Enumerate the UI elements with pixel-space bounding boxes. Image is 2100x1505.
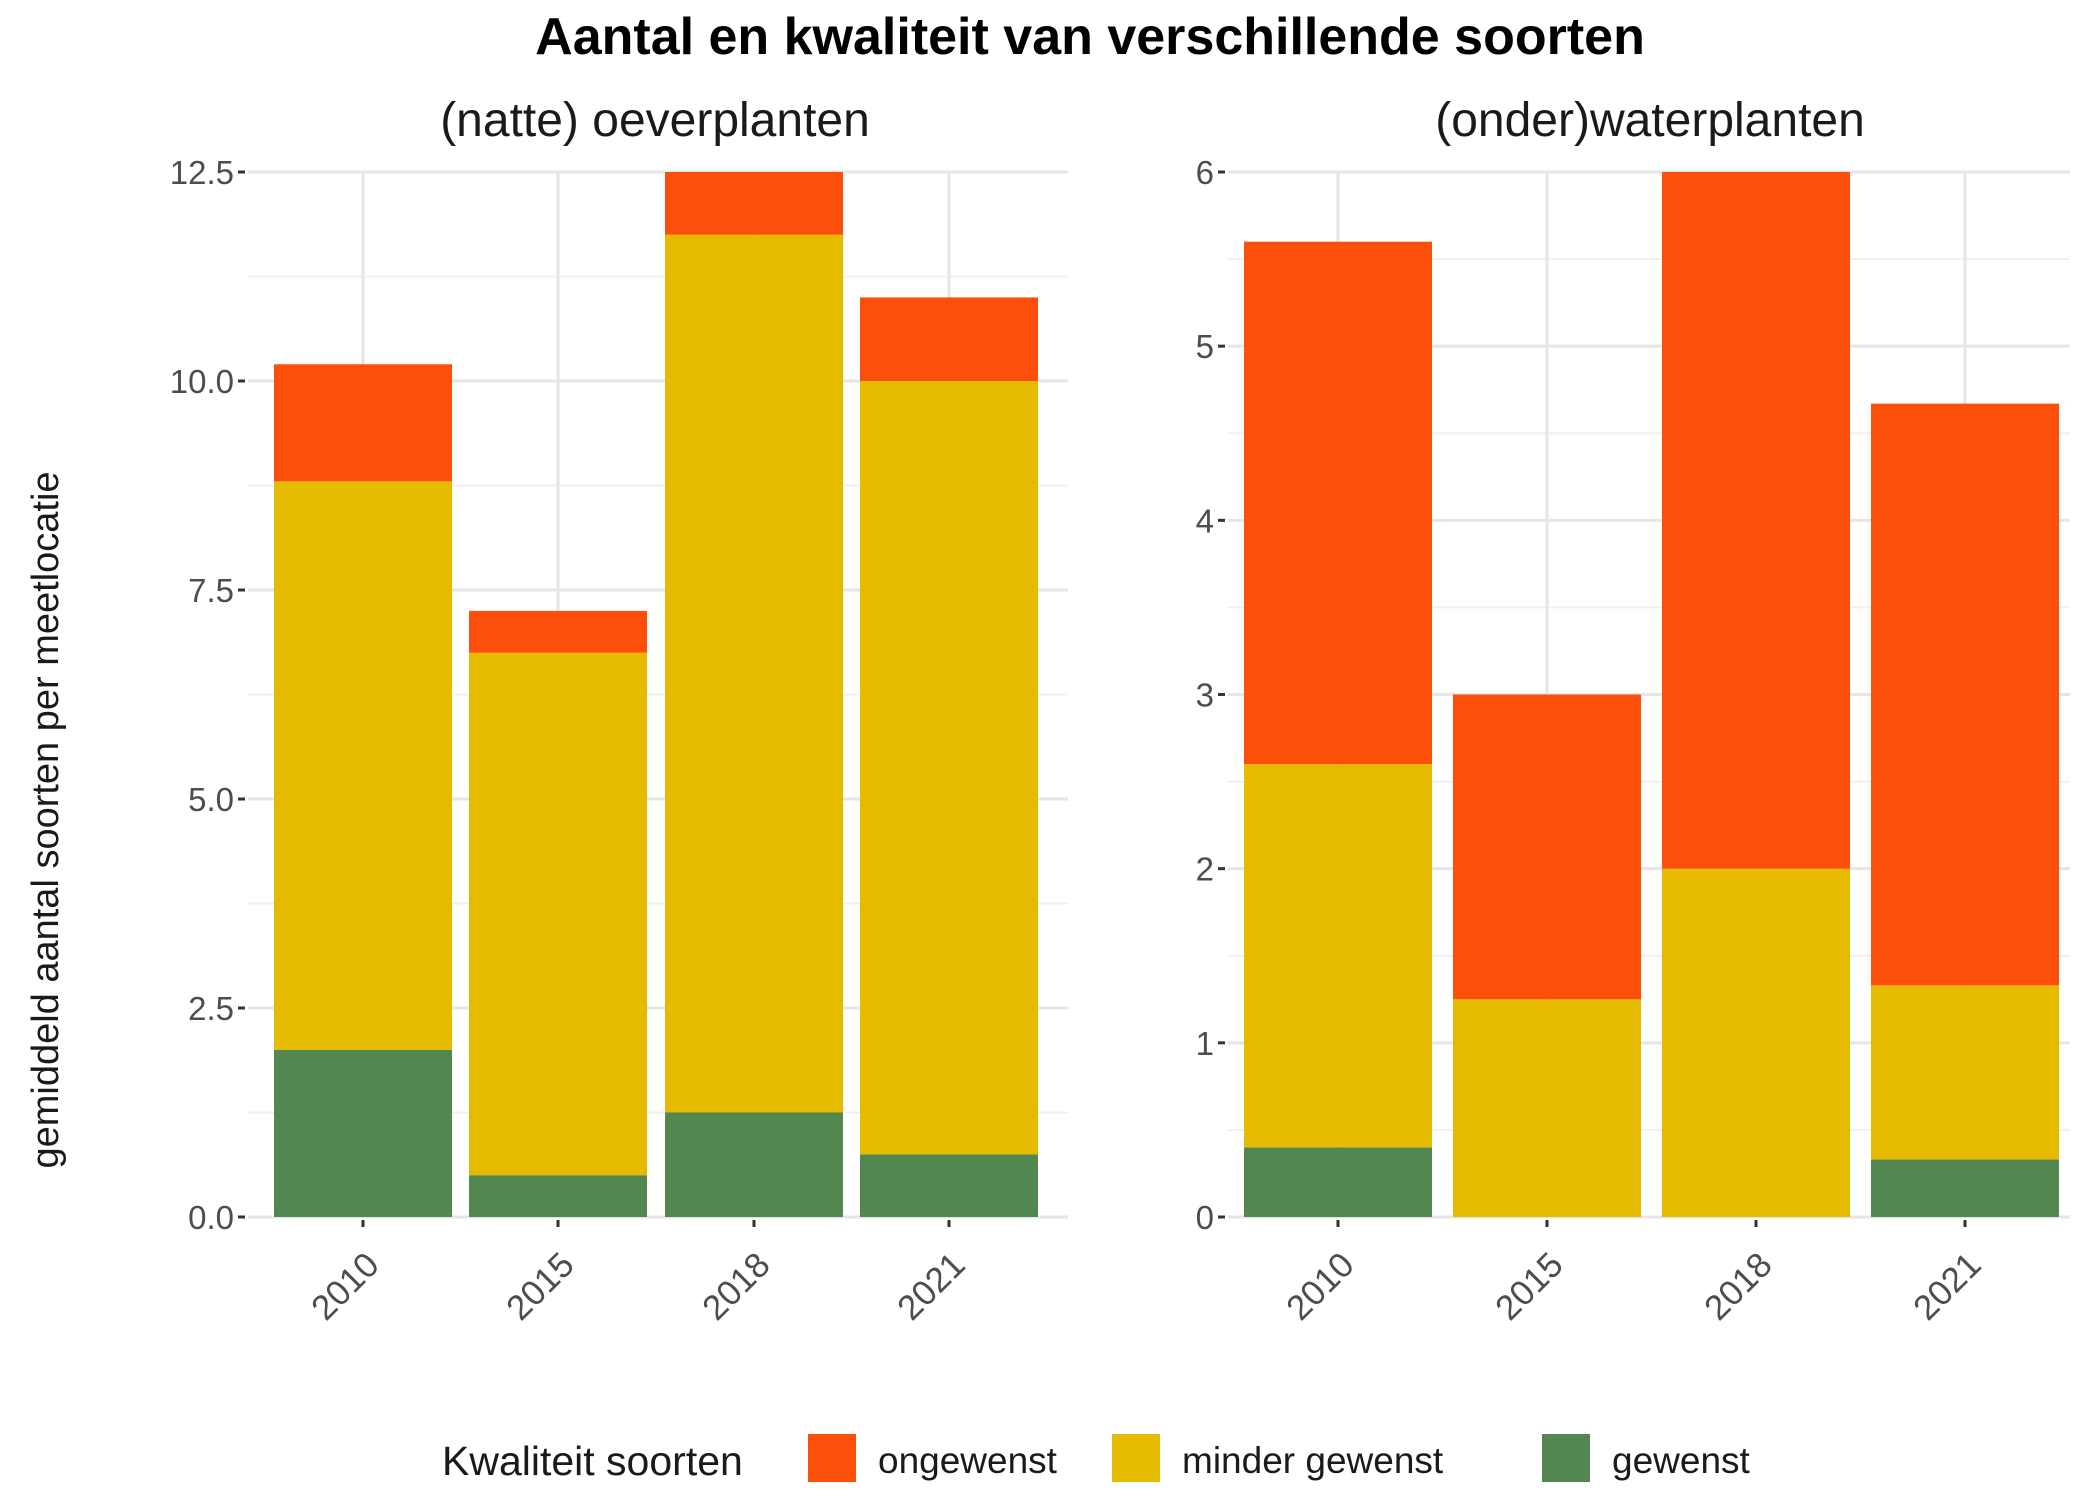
y-tick-label: 2 xyxy=(1196,851,1214,888)
bar-minder-gewenst-2021 xyxy=(1871,985,2059,1160)
bar-minder-gewenst-2018 xyxy=(1662,868,1850,1217)
x-tick-label: 2018 xyxy=(1697,1245,1780,1328)
y-tick-label: 7.5 xyxy=(188,572,234,609)
y-tick-label: 3 xyxy=(1196,677,1214,714)
x-tick-label: 2021 xyxy=(890,1245,973,1328)
bar-gewenst-2015 xyxy=(469,1175,647,1217)
legend-label: minder gewenst xyxy=(1182,1440,1444,1481)
x-tick-label: 2010 xyxy=(304,1245,387,1328)
chart-title: Aantal en kwaliteit van verschillende so… xyxy=(535,8,1645,66)
x-tick-label: 2015 xyxy=(499,1245,582,1328)
y-tick-label: 1 xyxy=(1196,1025,1214,1062)
legend-key-minder-gewenst xyxy=(1112,1434,1160,1482)
panel-title: (onder)waterplanten xyxy=(1435,94,1865,147)
bar-ongewenst-2015 xyxy=(469,610,647,653)
bar-minder-gewenst-2021 xyxy=(860,381,1038,1155)
y-tick-label: 5 xyxy=(1196,328,1214,365)
y-tick-label: 2.5 xyxy=(188,990,234,1027)
x-tick-label: 2015 xyxy=(1488,1245,1571,1328)
y-tick-label: 10.0 xyxy=(170,363,234,400)
bar-ongewenst-2010 xyxy=(1244,241,1432,765)
legend-key-ongewenst xyxy=(808,1434,856,1482)
legend: Kwaliteit soorten ongewenst minder gewens… xyxy=(442,1434,1751,1484)
bar-ongewenst-2021 xyxy=(860,297,1038,381)
y-tick-label: 5.0 xyxy=(188,781,234,818)
y-tick-label: 0.0 xyxy=(188,1199,234,1236)
panel-1: (natte) oeverplanten 0.0 2.5 5.0 7.5 10.0 12.5… xyxy=(170,94,1068,1328)
bar-ongewenst-2015 xyxy=(1453,694,1641,1000)
legend-key-gewenst xyxy=(1542,1434,1590,1482)
y-axis-label: gemiddeld aantal soorten per meetlocatie xyxy=(25,471,67,1168)
bar-minder-gewenst-2010 xyxy=(274,481,452,1050)
legend-label: gewenst xyxy=(1612,1440,1751,1481)
panels: (natte) oeverplanten 0.0 2.5 5.0 7.5 10.0 12.5… xyxy=(170,94,2070,1328)
x-tick-label: 2021 xyxy=(1906,1245,1989,1328)
y-tick-label: 6 xyxy=(1196,154,1214,191)
x-tick-label: 2018 xyxy=(695,1245,778,1328)
bar-gewenst-2010 xyxy=(274,1049,452,1217)
y-tick-label: 4 xyxy=(1196,502,1214,539)
bar-gewenst-2010 xyxy=(1244,1147,1432,1217)
bar-ongewenst-2018 xyxy=(1662,172,1850,869)
y-tick-label: 0 xyxy=(1196,1199,1214,1236)
bar-minder-gewenst-2015 xyxy=(1453,999,1641,1217)
bar-gewenst-2018 xyxy=(665,1112,843,1217)
bar-minder-gewenst-2010 xyxy=(1244,764,1432,1148)
y-tick-label: 12.5 xyxy=(170,154,234,191)
bar-minder-gewenst-2018 xyxy=(665,234,843,1113)
bar-ongewenst-2021 xyxy=(1871,403,2059,986)
panel-2: (onder)waterplanten 0 1 2 3 4 5 6 2010 2015 2018 20… xyxy=(1196,94,2070,1328)
legend-label: ongewenst xyxy=(878,1440,1058,1481)
bar-ongewenst-2010 xyxy=(274,364,452,482)
x-tick-label: 2010 xyxy=(1279,1245,1362,1328)
panel-title: (natte) oeverplanten xyxy=(440,94,870,147)
bar-gewenst-2021 xyxy=(1871,1159,2059,1217)
legend-title: Kwaliteit soorten xyxy=(442,1438,743,1484)
bar-minder-gewenst-2015 xyxy=(469,652,647,1176)
bar-gewenst-2021 xyxy=(860,1154,1038,1217)
bar-ongewenst-2018 xyxy=(665,172,843,235)
